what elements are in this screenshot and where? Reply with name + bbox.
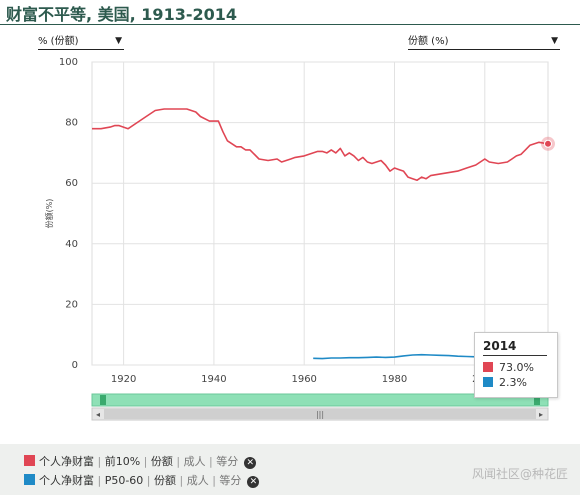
legend-panel: 个人净财富 | 前10% | 份额 | 成人 | 等分 ✕ 个人净财富 | P50… xyxy=(0,444,580,495)
legend-2-part-1: 个人净财富 xyxy=(39,474,94,487)
legend-swatch-2 xyxy=(24,474,35,485)
legend-1-part-5: 等分 xyxy=(216,455,239,468)
tooltip: 2014 73.0% 2.3% xyxy=(474,332,558,398)
y-tick-label: 40 xyxy=(65,239,78,250)
legend-2-part-3: 份额 xyxy=(154,474,177,487)
title-divider xyxy=(0,24,580,25)
navigator-scrollbar-thumb xyxy=(104,409,536,419)
metric-select[interactable]: 份额 (%) ▼ xyxy=(408,34,560,50)
y-tick-label: 60 xyxy=(65,178,78,189)
scroll-right-arrow: ▸ xyxy=(539,410,543,419)
chevron-down-icon: ▼ xyxy=(551,36,558,46)
chevron-down-icon: ▼ xyxy=(115,36,122,46)
unit-select[interactable]: % (份额) ▼ xyxy=(38,34,124,50)
series-line-1 xyxy=(92,108,549,181)
y-tick-label: 0 xyxy=(72,360,78,371)
legend-2-part-5: 等分 xyxy=(219,474,242,487)
remove-series-icon[interactable]: ✕ xyxy=(247,476,260,488)
tooltip-entry-1: 73.0% xyxy=(483,362,534,374)
legend-2-part-4: 成人 xyxy=(186,474,209,487)
x-tick-label: 1960 xyxy=(291,374,316,385)
y-tick-label: 20 xyxy=(65,299,78,310)
series-1-swatch xyxy=(483,362,493,372)
tooltip-value-1: 73.0% xyxy=(499,361,534,374)
tooltip-value-2: 2.3% xyxy=(499,376,527,389)
x-tick-label: 1940 xyxy=(201,374,226,385)
legend-item-2[interactable]: 个人净财富 | P50-60 | 份额 | 成人 | 等分 ✕ xyxy=(24,474,260,488)
metric-select-value: 份额 (%) xyxy=(408,36,449,47)
x-tick-label: 1980 xyxy=(382,374,407,385)
y-axis-label: 份额(%) xyxy=(44,199,54,229)
navigator-handle-left xyxy=(100,395,106,405)
tooltip-year: 2014 xyxy=(483,339,517,353)
legend-item-1[interactable]: 个人净财富 | 前10% | 份额 | 成人 | 等分 ✕ xyxy=(24,455,257,469)
series-2-swatch xyxy=(483,377,493,387)
legend-1-part-4: 成人 xyxy=(183,455,206,468)
navigator-range xyxy=(91,393,549,407)
watermark: 风闻社区@种花匠 xyxy=(471,467,568,481)
y-tick-label: 80 xyxy=(65,118,78,129)
legend-1-part-3: 份额 xyxy=(150,455,173,468)
legend-1-part-1: 个人净财富 xyxy=(39,455,94,468)
scroll-grip: ||| xyxy=(316,410,324,419)
legend-1-part-2: 前10% xyxy=(104,455,141,468)
x-tick-label: 1920 xyxy=(111,374,136,385)
chart-title: 财富不平等, 美国, 1913-2014 xyxy=(6,5,238,24)
legend-swatch-1 xyxy=(24,455,35,466)
tooltip-divider xyxy=(483,355,547,356)
tooltip-entry-2: 2.3% xyxy=(483,377,527,389)
unit-select-value: % (份额) xyxy=(38,36,79,47)
y-tick-label: 100 xyxy=(59,57,78,68)
scroll-left-arrow: ◂ xyxy=(96,410,100,419)
plot-area xyxy=(91,61,549,366)
legend-2-part-2: P50-60 xyxy=(104,474,144,487)
remove-series-icon[interactable]: ✕ xyxy=(244,457,257,469)
navigator-handle-right xyxy=(534,395,540,405)
hover-marker-1 xyxy=(544,139,552,148)
